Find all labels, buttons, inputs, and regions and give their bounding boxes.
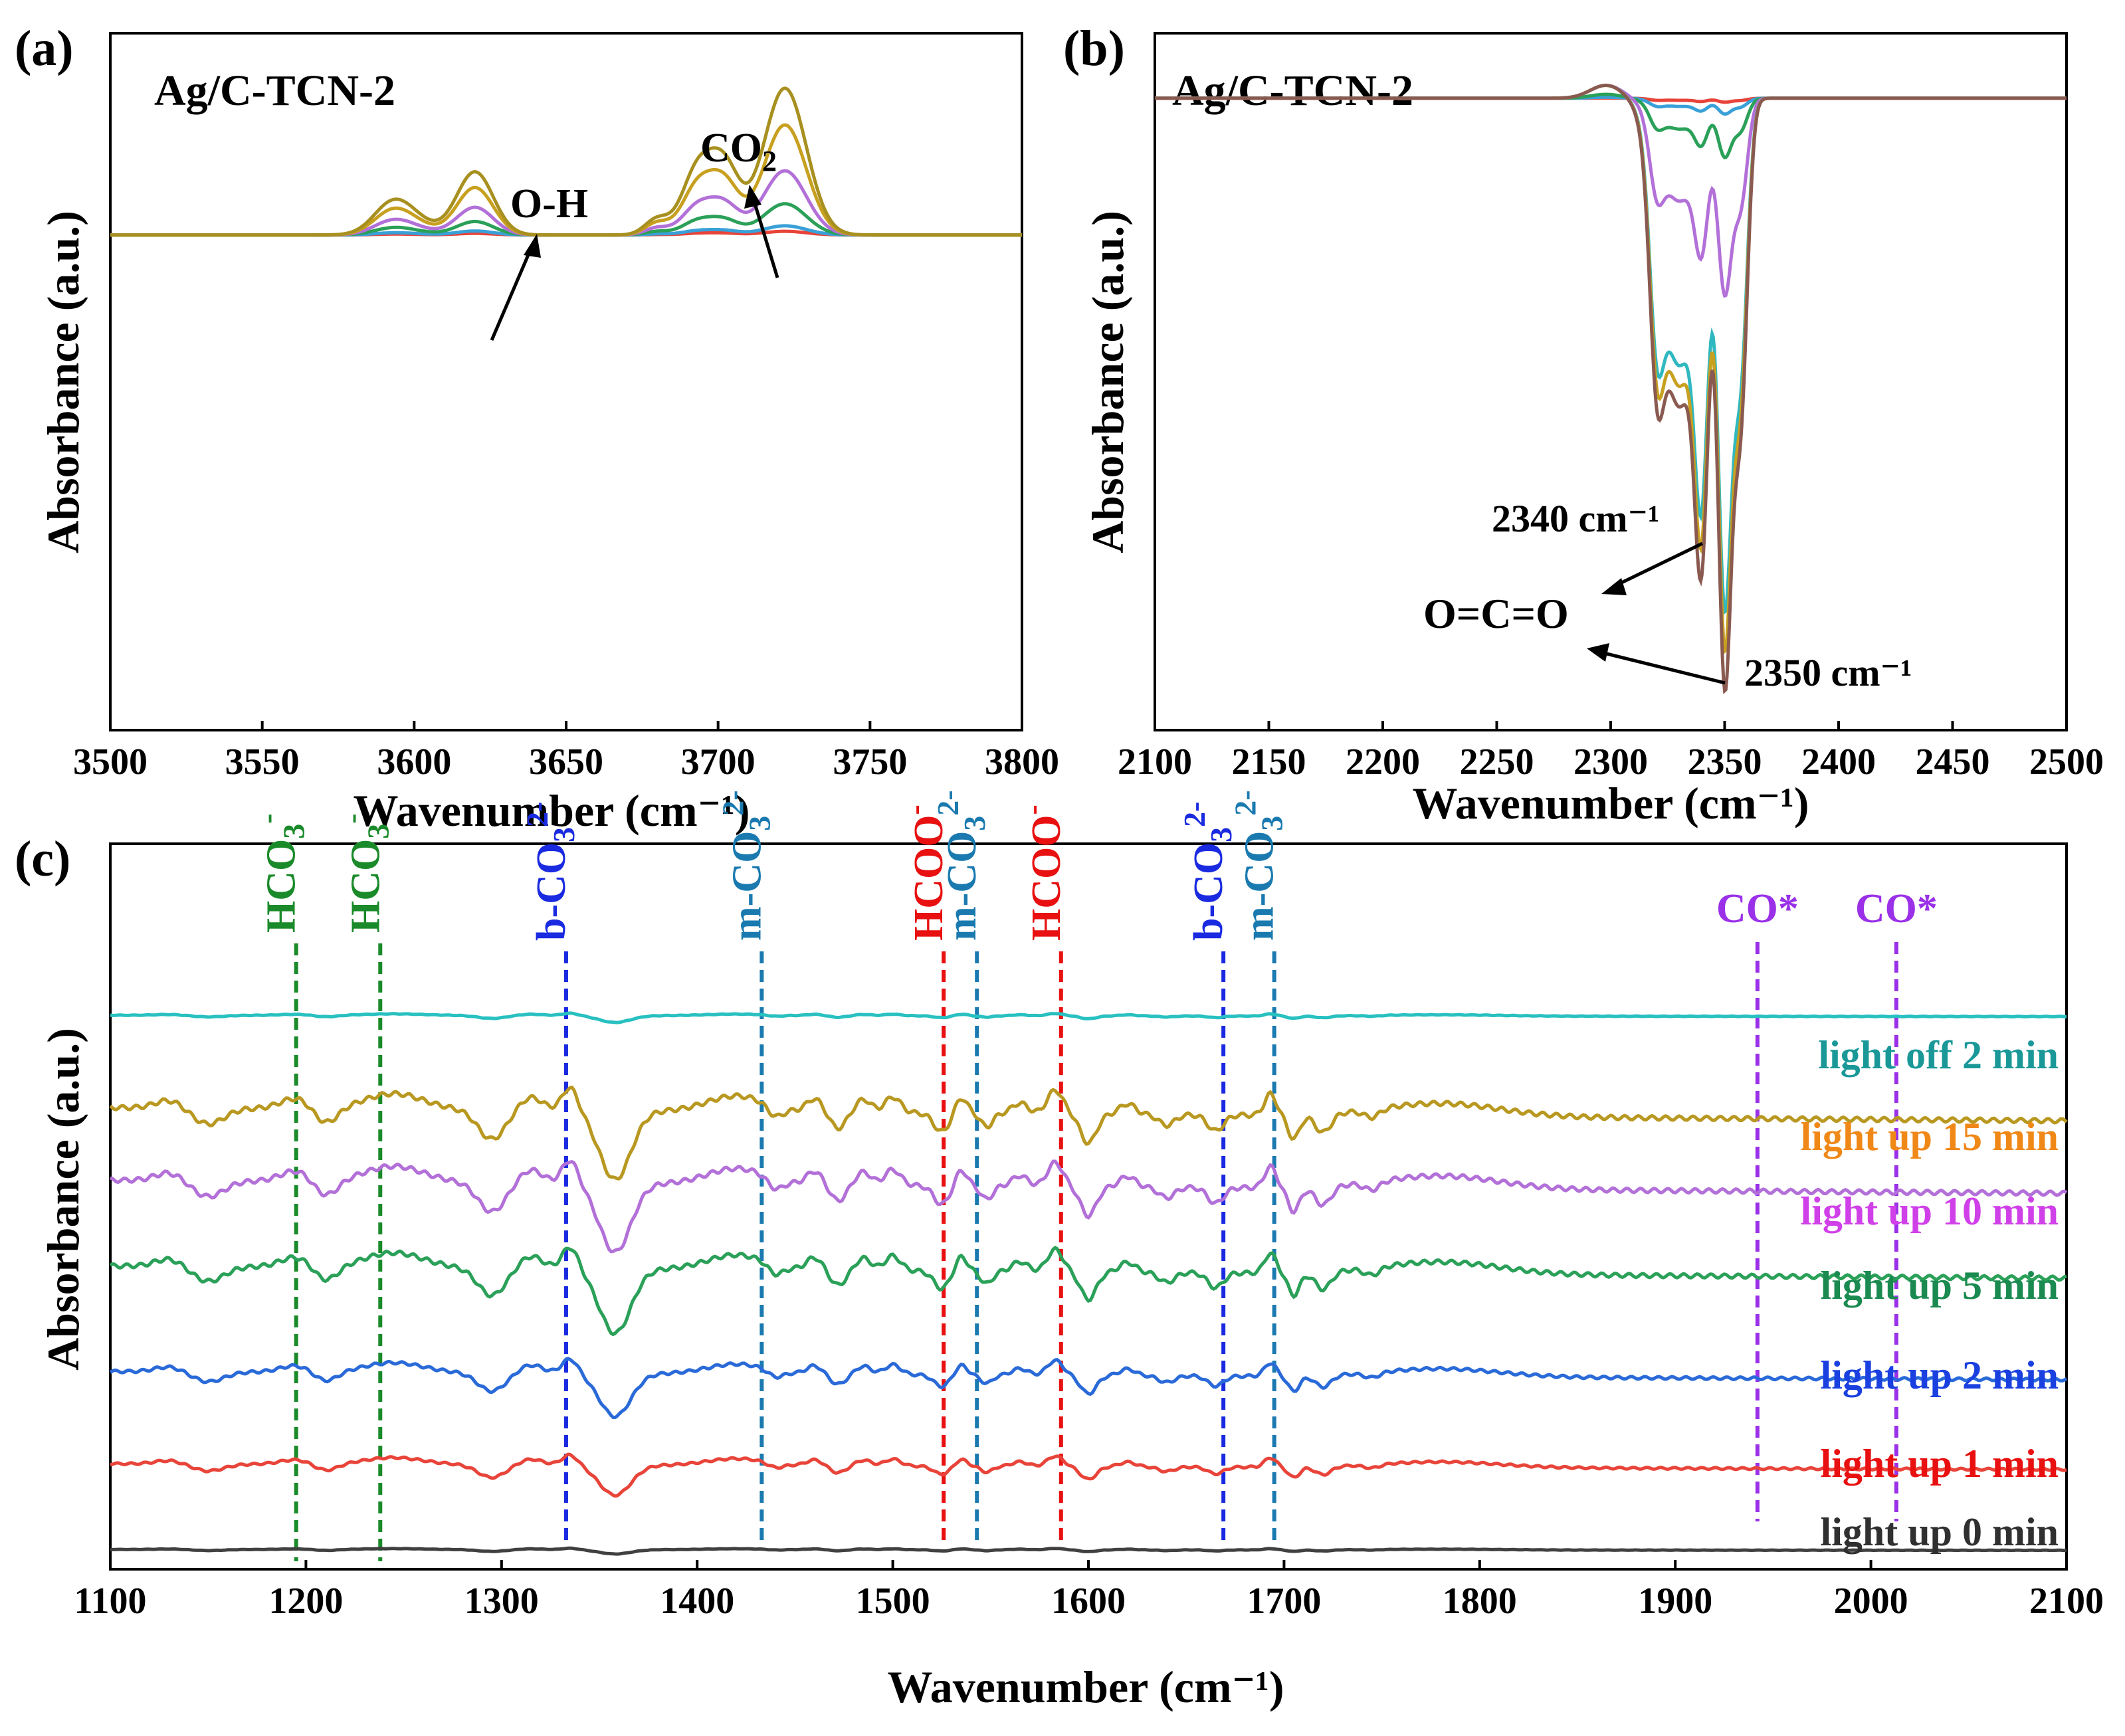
panel-b-tick-label-2300: 2300: [1573, 741, 1648, 783]
panel-c: (c) HCO3-HCO3-b-CO32-m-CO32-HCOO-m-CO32-…: [15, 790, 2104, 1712]
panel-b-series-s6: [1155, 84, 2067, 655]
marker-label-10: CO*: [1855, 886, 1938, 931]
panel-a-annotations: O-H CO2: [490, 126, 779, 341]
panel-b-title: Ag/C-TCN-2: [1172, 66, 1413, 115]
annotation-co2-arrowhead: [744, 185, 761, 209]
panel-b-xticks: 2100 2150 2200 2250 2300 2350 2400 2450 2500: [1118, 721, 2104, 783]
panel-b-tick-label-2450: 2450: [1916, 741, 1990, 783]
panel-b-frame: [1154, 32, 2068, 731]
annotation-2340-arrow: [1613, 541, 1704, 588]
panel-c-legend: light up 0 min light up 1 min light up 2 m…: [1801, 1033, 2059, 1554]
panel-a-tick-label-3750: 3750: [833, 741, 907, 783]
panel-c-series-light-up-1-min: [110, 1452, 2067, 1498]
panel-c-tick-label-1500: 1500: [856, 1581, 930, 1622]
panel-b-series-group: [1155, 83, 2067, 694]
panel-c-tick-label-1100: 1100: [74, 1581, 147, 1622]
legend-label-light-up-5-min: light up 5 min: [1821, 1264, 2059, 1307]
annotation-2340-label: 2340 cm⁻¹: [1492, 497, 1660, 540]
panel-a: (a) Ag/C-TCN-2 3500 3550 3600 3650 3700 3750 3…: [15, 21, 1059, 836]
panel-c-tick-label-1600: 1600: [1051, 1581, 1126, 1622]
panel-c-tick-label-2100: 2100: [2029, 1581, 2104, 1622]
panel-b-tick-label-2200: 2200: [1346, 741, 1420, 783]
panel-c-tick-label-1400: 1400: [660, 1581, 734, 1622]
panel-b-tick-label-2250: 2250: [1460, 741, 1534, 783]
panel-c-series-light-up-5-min: [109, 1245, 2067, 1337]
marker-label-3: m-CO32-: [716, 790, 776, 941]
panel-c-xticks: 1100 1200 1300 1400 1500 1600 1700 1800 1900 2000…: [74, 1560, 2104, 1622]
panel-a-frame: [109, 32, 1023, 731]
panel-a-tick-label-3600: 3600: [377, 741, 451, 783]
panel-c-tick-label-1900: 1900: [1638, 1581, 1712, 1622]
panel-a-xticks: 3500 3550 3600 3650 3700 3750 3800: [73, 721, 1059, 783]
annotation-2350-arrow: [1601, 650, 1726, 685]
legend-label-light-up-1-min: light up 1 min: [1821, 1442, 2059, 1486]
panel-a-ylabel: Absorbance (a.u.): [38, 211, 88, 553]
panel-c-xlabel: Wavenumber (cm⁻¹): [887, 1662, 1284, 1712]
panel-b-tick-label-2350: 2350: [1688, 741, 1762, 783]
panel-b-series-s4: [1155, 83, 2067, 298]
panel-b-label: (b): [1063, 21, 1125, 76]
annotation-oh-label: O-H: [510, 181, 588, 227]
annotation-2350-label: 2350 cm⁻¹: [1744, 651, 1912, 694]
marker-label-7: b-CO32-: [1177, 802, 1238, 941]
panel-a-series-group: [110, 86, 1022, 237]
panel-b-tick-label-2500: 2500: [2029, 741, 2104, 783]
panel-a-tick-label-3800: 3800: [985, 741, 1059, 783]
marker-label-9: CO*: [1716, 886, 1799, 931]
legend-label-light-up-2-min: light up 2 min: [1821, 1353, 2059, 1397]
annotation-co2-arrow: [752, 199, 779, 278]
panel-a-tick-label-3500: 3500: [73, 741, 148, 783]
legend-label-light-up-0-min: light up 0 min: [1821, 1510, 2059, 1554]
panel-c-series-group: [109, 1011, 2068, 1556]
annotation-oh-arrow: [490, 246, 534, 341]
panel-b-xlabel: Wavenumber (cm⁻¹): [1412, 778, 1809, 828]
legend-label-light-up-10-min: light up 10 min: [1801, 1189, 2059, 1233]
marker-label-1: HCO3-: [334, 813, 395, 933]
annotation-oh-arrowhead: [524, 234, 541, 258]
panel-c-series-light-up-2-min: [109, 1357, 2068, 1420]
panel-c-tick-label-2000: 2000: [1834, 1581, 1908, 1622]
panel-a-xlabel: Wavenumber (cm⁻¹): [353, 785, 750, 836]
panel-a-series-s6: [110, 86, 1022, 237]
panel-b-annotations: 2340 cm⁻¹ O=C=O 2350 cm⁻¹: [1423, 497, 1912, 694]
annotation-2350-arrowhead: [1587, 643, 1609, 662]
marker-label-8: m-CO32-: [1229, 790, 1289, 941]
panel-c-tick-label-1700: 1700: [1247, 1581, 1321, 1622]
panel-c-series-light-up-15-min: [109, 1085, 2068, 1181]
marker-label-5: m-CO32-: [931, 790, 991, 941]
panel-c-frame: [109, 842, 2068, 1571]
panel-b: (b) Ag/C-TCN-2 2100 2150 2200 2250 2300 2350 2…: [1063, 21, 2104, 828]
panel-c-ylabel: Absorbance (a.u.): [38, 1028, 88, 1371]
panel-b-tick-label-2400: 2400: [1801, 741, 1876, 783]
panel-a-label: (a): [15, 21, 74, 76]
panel-a-tick-label-3550: 3550: [225, 741, 300, 783]
annotation-2340-arrowhead: [1601, 578, 1627, 595]
legend-label-light-up-15-min: light up 15 min: [1801, 1115, 2059, 1159]
panel-a-tick-label-3650: 3650: [529, 741, 603, 783]
panel-c-series-light-off-2-min: [110, 1011, 2067, 1024]
annotation-oco-label: O=C=O: [1423, 590, 1569, 637]
panel-c-tick-label-1300: 1300: [464, 1581, 539, 1622]
panel-c-markers: HCO3-HCO3-b-CO32-m-CO32-HCOO-m-CO32-HCOO…: [251, 790, 1938, 1561]
panel-a-tick-label-3700: 3700: [681, 741, 756, 783]
panel-b-tick-label-2100: 2100: [1118, 741, 1192, 783]
panel-a-title: Ag/C-TCN-2: [154, 66, 395, 115]
panel-c-tick-label-1800: 1800: [1443, 1581, 1517, 1622]
marker-label-4: HCOO-: [898, 805, 952, 941]
marker-label-2: b-CO32-: [520, 802, 581, 941]
panel-c-series-light-up-0-min: [110, 1546, 2067, 1556]
panel-c-tick-label-1200: 1200: [268, 1581, 343, 1622]
marker-label-0: HCO3-: [251, 813, 311, 933]
marker-label-6: HCOO-: [1015, 805, 1069, 941]
panel-b-series-s7: [1155, 84, 2067, 694]
panel-c-label: (c): [15, 831, 70, 887]
panel-b-tick-label-2150: 2150: [1232, 741, 1306, 783]
annotation-co2-label: CO2: [700, 126, 777, 177]
panel-b-ylabel: Absorbance (a.u.): [1082, 211, 1133, 553]
panel-c-series-light-up-10-min: [110, 1159, 2068, 1254]
legend-label-light-off-2-min: light off 2 min: [1818, 1033, 2059, 1077]
